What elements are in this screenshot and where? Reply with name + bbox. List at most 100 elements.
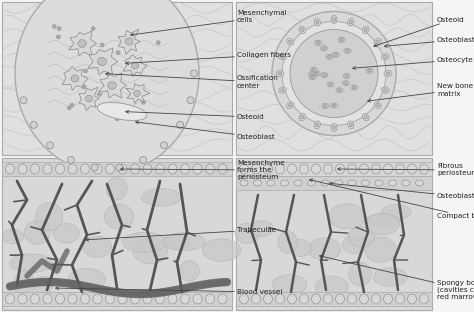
Ellipse shape — [382, 205, 411, 220]
Ellipse shape — [93, 294, 102, 304]
Ellipse shape — [408, 294, 417, 304]
Ellipse shape — [287, 38, 294, 45]
Text: Osteocyte: Osteocyte — [353, 57, 474, 69]
Ellipse shape — [143, 164, 152, 174]
Polygon shape — [123, 54, 147, 76]
Ellipse shape — [43, 294, 52, 304]
Ellipse shape — [43, 164, 52, 174]
Ellipse shape — [301, 115, 304, 119]
Ellipse shape — [328, 83, 332, 86]
Ellipse shape — [332, 125, 336, 129]
Ellipse shape — [18, 164, 27, 174]
Ellipse shape — [125, 38, 133, 45]
Ellipse shape — [416, 180, 423, 186]
Circle shape — [56, 35, 60, 39]
Ellipse shape — [106, 164, 115, 174]
Ellipse shape — [55, 294, 64, 304]
Ellipse shape — [315, 276, 348, 298]
Circle shape — [177, 121, 184, 128]
Text: Blood vessel: Blood vessel — [56, 287, 283, 295]
Ellipse shape — [83, 236, 111, 257]
Ellipse shape — [349, 20, 352, 24]
Ellipse shape — [281, 89, 284, 92]
Ellipse shape — [289, 104, 292, 107]
Ellipse shape — [98, 57, 107, 66]
Ellipse shape — [408, 164, 417, 174]
Ellipse shape — [314, 18, 320, 26]
Polygon shape — [79, 87, 100, 110]
Ellipse shape — [310, 76, 315, 79]
Ellipse shape — [327, 82, 334, 87]
Ellipse shape — [359, 164, 368, 174]
Ellipse shape — [264, 294, 273, 304]
Polygon shape — [62, 66, 88, 90]
Circle shape — [282, 22, 386, 125]
Ellipse shape — [131, 62, 138, 69]
Text: Compact bone: Compact bone — [310, 179, 474, 219]
Ellipse shape — [254, 180, 262, 186]
Circle shape — [142, 100, 146, 104]
Ellipse shape — [382, 87, 389, 93]
Ellipse shape — [106, 178, 127, 200]
Ellipse shape — [376, 40, 380, 43]
Ellipse shape — [364, 115, 367, 119]
Ellipse shape — [321, 104, 328, 109]
Ellipse shape — [34, 276, 53, 294]
Polygon shape — [69, 31, 97, 56]
Ellipse shape — [321, 73, 328, 78]
Ellipse shape — [108, 82, 116, 89]
Ellipse shape — [334, 53, 338, 56]
Ellipse shape — [322, 47, 326, 50]
Circle shape — [187, 97, 194, 104]
Ellipse shape — [322, 74, 327, 77]
Ellipse shape — [299, 114, 306, 121]
Ellipse shape — [71, 75, 79, 82]
Ellipse shape — [374, 268, 407, 286]
Ellipse shape — [106, 294, 115, 304]
Circle shape — [72, 70, 76, 74]
Ellipse shape — [143, 294, 152, 304]
Ellipse shape — [164, 235, 190, 250]
Ellipse shape — [299, 26, 306, 33]
Ellipse shape — [218, 164, 227, 174]
Text: Osteoid: Osteoid — [374, 17, 465, 47]
Ellipse shape — [278, 72, 282, 75]
Ellipse shape — [349, 123, 352, 127]
Ellipse shape — [313, 71, 320, 76]
Ellipse shape — [251, 220, 273, 236]
Ellipse shape — [368, 69, 372, 72]
FancyBboxPatch shape — [2, 162, 232, 176]
Ellipse shape — [375, 180, 383, 186]
Ellipse shape — [323, 164, 332, 174]
Ellipse shape — [348, 227, 374, 247]
Ellipse shape — [273, 275, 307, 294]
Ellipse shape — [316, 41, 320, 44]
Ellipse shape — [374, 38, 382, 45]
Ellipse shape — [383, 55, 387, 58]
Ellipse shape — [181, 294, 190, 304]
Ellipse shape — [275, 294, 284, 304]
Circle shape — [116, 51, 120, 55]
Text: New bone
matrix: New bone matrix — [368, 84, 473, 102]
Ellipse shape — [316, 20, 319, 24]
Ellipse shape — [395, 294, 404, 304]
Ellipse shape — [267, 180, 275, 186]
Ellipse shape — [81, 294, 90, 304]
Ellipse shape — [323, 294, 332, 304]
Ellipse shape — [419, 164, 428, 174]
Ellipse shape — [122, 232, 167, 252]
Circle shape — [156, 41, 160, 45]
Text: Ossification
center: Ossification center — [106, 72, 279, 89]
Ellipse shape — [383, 294, 392, 304]
Ellipse shape — [336, 88, 343, 93]
Circle shape — [115, 117, 119, 121]
Ellipse shape — [53, 224, 79, 243]
Circle shape — [83, 69, 88, 73]
Ellipse shape — [30, 164, 39, 174]
Ellipse shape — [315, 40, 322, 45]
Ellipse shape — [365, 237, 396, 262]
Ellipse shape — [336, 294, 345, 304]
Ellipse shape — [240, 180, 248, 186]
Ellipse shape — [15, 0, 199, 173]
Ellipse shape — [311, 164, 320, 174]
